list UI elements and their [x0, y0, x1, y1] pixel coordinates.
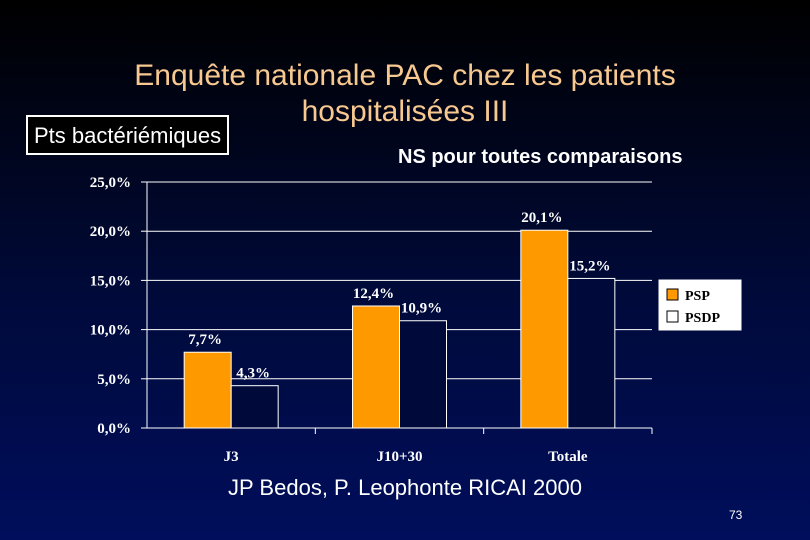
data-label: 7,7% [188, 332, 222, 348]
data-label: 10,9% [401, 301, 442, 317]
y-tick-label: 5,0% [97, 372, 131, 388]
legend-label-psp: PSP [685, 289, 710, 304]
slide-title: Enquête nationale PAC chez les patients … [134, 59, 676, 128]
x-tick-label: J3 [224, 449, 239, 465]
legend-swatch-psp [666, 288, 679, 301]
data-label: 20,1% [521, 210, 562, 226]
source-citation: JP Bedos, P. Leophonte RICAI 2000 [228, 475, 582, 500]
significance-note: NS pour toutes comparaisons [398, 146, 683, 168]
legend-label-psdp: PSDP [685, 311, 720, 326]
y-tick-label: 15,0% [90, 273, 131, 289]
y-tick-label: 25,0% [90, 175, 131, 191]
y-tick-label: 10,0% [90, 323, 131, 339]
y-tick-label: 0,0% [97, 421, 131, 437]
x-tick-label: Totale [548, 449, 588, 465]
bar-psdp [567, 277, 616, 429]
data-label: 4,3% [236, 366, 270, 382]
bar-psdp [399, 320, 447, 429]
data-label: 15,2% [569, 258, 610, 274]
data-label: 12,4% [353, 286, 394, 302]
x-tick-label: J10+30 [376, 449, 422, 465]
subgroup-label: Pts bactériémiques [26, 115, 230, 155]
y-tick-label: 20,0% [90, 224, 131, 240]
bar-psp [352, 305, 400, 429]
page-number: 73 [729, 508, 743, 522]
legend-swatch-psdp [666, 310, 679, 323]
bar-psdp [230, 385, 279, 429]
bar-psp [520, 229, 569, 429]
bar-psp [183, 351, 232, 429]
